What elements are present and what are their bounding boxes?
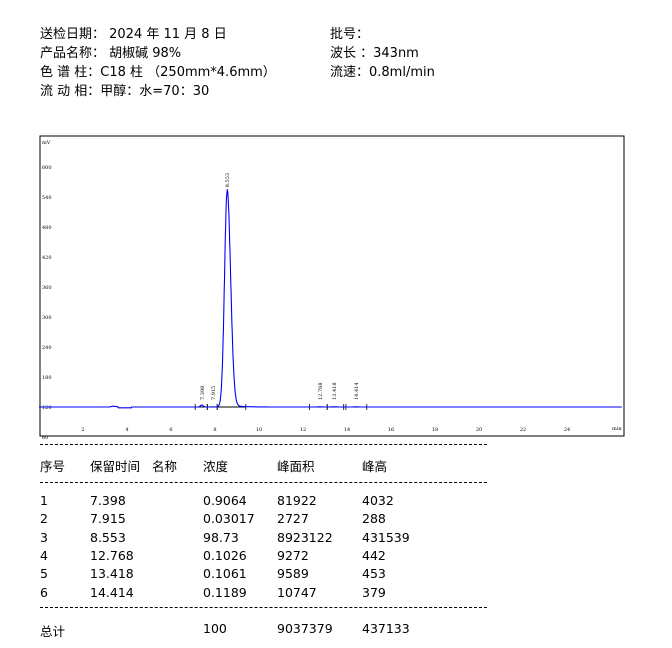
x-tick-label: 4 [125, 427, 128, 433]
table-cell: 14.414 [90, 584, 134, 600]
y-tick-label: 120 [42, 405, 52, 411]
table-divider [40, 482, 487, 483]
table-cell: 1 [40, 493, 48, 508]
table-cell: 12.768 [90, 547, 134, 563]
wavelength: 波长 ：343nm [330, 46, 419, 61]
x-tick-label: 18 [432, 427, 438, 433]
table-cell: 442 [362, 547, 386, 563]
column-header: 保留时间 [90, 459, 141, 474]
table-cell: 453 [362, 566, 386, 582]
x-tick-label: 14 [344, 427, 350, 433]
table-cell: 0.1026 [203, 547, 247, 563]
total-height: 437133 [362, 621, 410, 636]
column-header: 峰高 [362, 459, 388, 474]
table-cell: 4032 [362, 493, 394, 508]
table-cell: 288 [362, 511, 386, 527]
x-tick-label: 20 [476, 427, 482, 433]
flow-rate: 流速：0.8ml/min [330, 65, 435, 80]
x-tick-label: 22 [520, 427, 526, 433]
mobile-phase: 流 动 相：甲醇：水=70：30 [40, 84, 210, 99]
column-info: 色 谱 柱：C18 柱 （250mm*4.6mm） [40, 65, 276, 80]
product-name: 产品名称： 胡椒碱 98% [40, 46, 182, 61]
x-tick-label: 2 [81, 427, 84, 433]
table-cell: 0.1061 [203, 566, 247, 582]
plot-frame [39, 135, 625, 437]
y-tick-label: 180 [42, 375, 52, 381]
table-cell: 2 [40, 511, 48, 527]
table-cell: 4 [40, 547, 48, 563]
table-cell: 9589 [277, 566, 309, 582]
table-cell: 431539 [362, 529, 410, 545]
x-tick-label: 24 [564, 427, 570, 433]
table-cell: 9272 [277, 547, 309, 563]
chromatogram-trace [39, 189, 622, 409]
table-cell: 13.418 [90, 566, 134, 582]
x-tick-label: 12 [300, 427, 306, 433]
table-cell: 379 [362, 584, 386, 600]
batch-number: 批号： [330, 27, 370, 42]
column-header: 名称 [152, 459, 178, 474]
y-tick-label: 60 [42, 435, 48, 441]
table-cell: 5 [40, 566, 48, 582]
x-tick-label: 10 [256, 427, 262, 433]
peak-label: 7.915 [211, 386, 217, 400]
table-divider [40, 607, 487, 608]
table-cell: 0.1189 [203, 584, 247, 600]
table-cell: 8.553 [90, 529, 126, 545]
column-header: 浓度 [203, 459, 229, 474]
total-concentration: 100 [203, 621, 227, 636]
column-header: 峰面积 [277, 459, 315, 474]
table-cell: 2727 [277, 511, 309, 527]
table-cell: 98.73 [203, 529, 239, 545]
submission-date: 送检日期： 2024 年 11 月 8 日 [40, 27, 227, 42]
y-tick-label: 240 [42, 345, 52, 351]
x-tick-label: 8 [213, 427, 216, 433]
table-cell: 7.398 [90, 493, 126, 508]
peak-label: 8.553 [225, 173, 231, 187]
x-tick-label: 16 [388, 427, 394, 433]
peak-label: 14.414 [354, 383, 360, 401]
y-tick-label: 480 [42, 225, 52, 231]
table-cell: 3 [40, 529, 48, 545]
column-header: 序号 [40, 459, 66, 474]
y-tick-label: 420 [42, 255, 52, 261]
peak-label: 12.768 [318, 383, 324, 401]
y-tick-label: 360 [42, 285, 52, 291]
table-divider [40, 444, 487, 445]
peak-label: 13.418 [332, 383, 338, 401]
y-tick-label: 300 [42, 315, 52, 321]
x-axis-label: min [612, 426, 622, 432]
table-cell: 10747 [277, 584, 317, 600]
y-tick-label: 600 [42, 165, 52, 171]
table-cell: 8923122 [277, 529, 333, 545]
table-cell: 0.9064 [203, 493, 247, 508]
y-axis-label: mV [42, 140, 51, 146]
table-cell: 7.915 [90, 511, 126, 527]
total-area: 9037379 [277, 621, 333, 636]
table-cell: 81922 [277, 493, 317, 508]
x-tick-label: 6 [169, 427, 172, 433]
table-cell: 6 [40, 584, 48, 600]
total-label: 总计 [40, 624, 66, 639]
y-tick-label: 540 [42, 195, 52, 201]
table-cell: 0.03017 [203, 511, 255, 527]
peak-label: 7.398 [200, 386, 206, 400]
